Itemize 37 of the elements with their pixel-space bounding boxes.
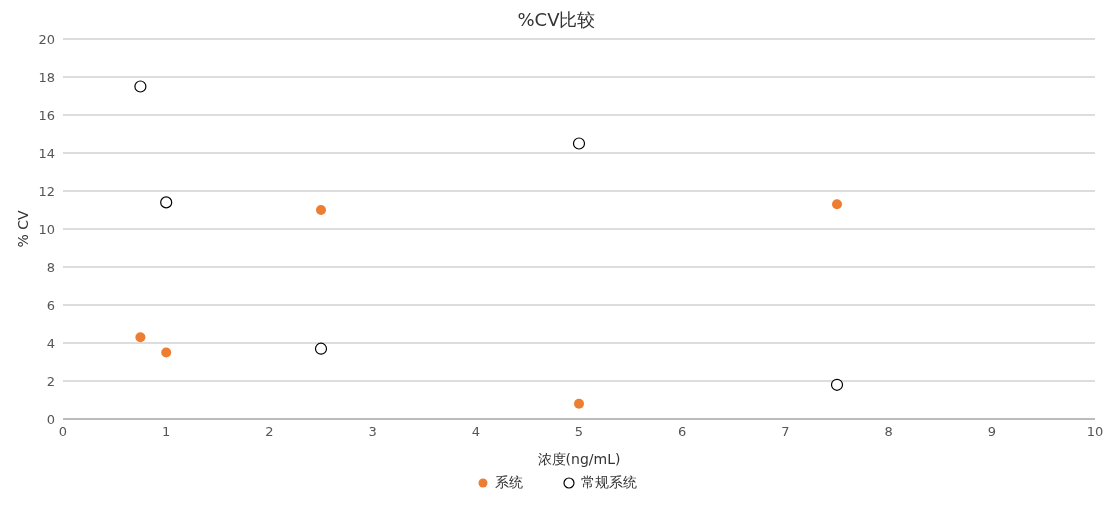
- y-axis-title: % CV: [14, 210, 31, 248]
- point: [135, 332, 146, 343]
- point: [134, 80, 147, 93]
- y-tick-label: 0: [46, 411, 55, 427]
- x-tick-label: 4: [471, 424, 480, 440]
- y-tick-label: 16: [38, 107, 55, 123]
- y-tick-label: 8: [46, 259, 55, 275]
- point: [830, 378, 844, 391]
- point: [832, 199, 842, 210]
- x-tick-label: 1: [162, 424, 171, 440]
- legend-label: 常规系统: [579, 474, 637, 492]
- point: [316, 205, 326, 215]
- point: [574, 398, 584, 409]
- x-tick-label: 0: [58, 424, 68, 440]
- x-tick-label: 9: [987, 424, 996, 440]
- x-tick-label: 2: [265, 424, 274, 440]
- y-tick-label: 6: [46, 297, 55, 313]
- x-tick-label: 10: [1086, 424, 1104, 440]
- x-axis-title: 浓度(ng/mL): [537, 451, 621, 467]
- y-tick-label: 18: [38, 69, 55, 85]
- point: [314, 342, 328, 355]
- x-tick-label: 3: [368, 424, 377, 440]
- y-tick-label: 12: [38, 183, 55, 199]
- legend-label: 系统: [493, 474, 523, 492]
- point: [572, 137, 586, 150]
- x-tick-label: 6: [678, 424, 687, 440]
- y-tick-label: 4: [46, 335, 55, 351]
- y-tick-label: 14: [38, 145, 55, 161]
- x-tick-label: 8: [884, 424, 893, 440]
- chart-title: %CV比较: [517, 9, 596, 30]
- x-tick-label: 5: [574, 424, 584, 440]
- point: [161, 347, 172, 358]
- y-tick-label: 20: [38, 31, 55, 47]
- y-tick-label: 10: [38, 221, 55, 237]
- y-tick-label: 2: [46, 373, 55, 389]
- point: [160, 196, 173, 209]
- x-tick-label: 7: [781, 424, 790, 440]
